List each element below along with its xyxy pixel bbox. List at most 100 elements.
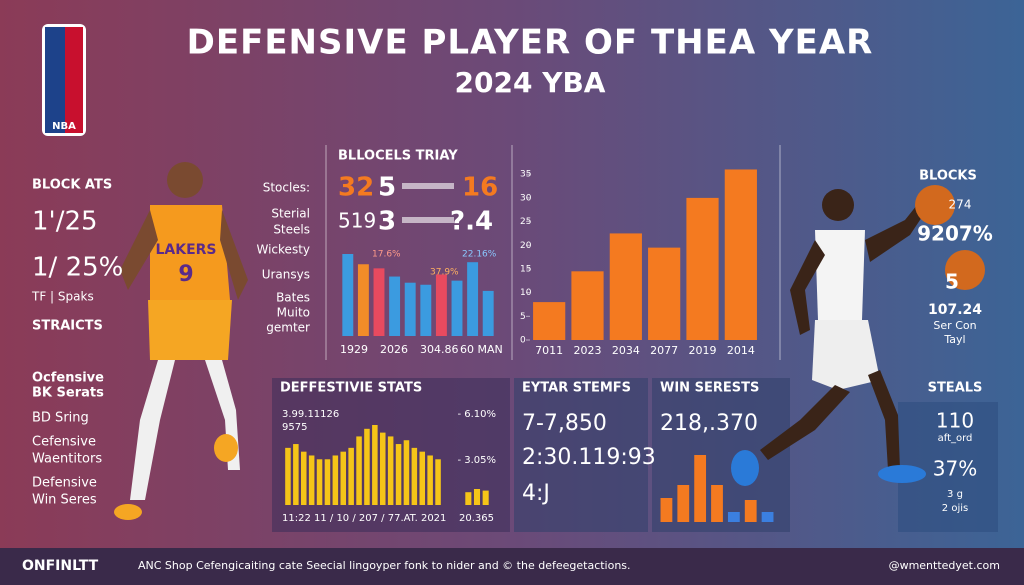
bar bbox=[357, 264, 369, 336]
left-label: Win Seres bbox=[32, 493, 97, 508]
right-label: aft_ord bbox=[938, 433, 973, 444]
x-label: 20.365 bbox=[459, 513, 494, 524]
y-tick-label: 30 bbox=[520, 193, 532, 203]
left-label: STRAICTS bbox=[32, 319, 103, 334]
bar bbox=[744, 500, 757, 522]
row-label: gemter bbox=[266, 321, 310, 335]
bar bbox=[761, 512, 774, 522]
right-stat: 5 bbox=[945, 270, 959, 294]
x-tick-label: 2023 bbox=[574, 344, 602, 357]
right-stat: 110 bbox=[936, 409, 974, 433]
bar bbox=[420, 284, 432, 336]
x-label: 11:22 11 / 10 / 207 / 77.AT. 2021 bbox=[282, 513, 446, 524]
left-label: Defensive bbox=[32, 476, 97, 491]
bar bbox=[411, 447, 418, 505]
bar bbox=[482, 490, 489, 505]
left-label: Waentitors bbox=[32, 452, 102, 467]
y-tick-label: 0 bbox=[520, 336, 526, 346]
bar bbox=[389, 276, 401, 336]
bar bbox=[342, 254, 354, 336]
bar bbox=[404, 282, 416, 336]
panel bbox=[514, 378, 648, 532]
decor-bar bbox=[402, 183, 454, 189]
right-label: 2 ojis bbox=[942, 503, 968, 514]
y-tick-label: 10 bbox=[520, 288, 532, 298]
left-stat: 1'/25 bbox=[32, 207, 98, 237]
title: DEFENSIVE PLAYER OF THEA YEAR bbox=[187, 23, 874, 63]
right-label: STEALS bbox=[928, 381, 983, 396]
panel-title: DEFFESTIVIE STATS bbox=[280, 381, 422, 396]
bar bbox=[348, 447, 354, 505]
bar bbox=[340, 451, 347, 505]
bar bbox=[372, 425, 378, 505]
y-tick-label: 20 bbox=[520, 241, 532, 251]
bar bbox=[356, 436, 362, 505]
bar bbox=[293, 444, 299, 505]
note: 3.99.11126 bbox=[282, 409, 339, 420]
bar bbox=[379, 432, 386, 505]
bar bbox=[308, 455, 315, 505]
bar bbox=[727, 512, 740, 522]
left-label: Cefensive bbox=[32, 435, 96, 450]
stem-line: 4:J bbox=[522, 481, 550, 506]
stem-line: 2:30.119:93 bbox=[522, 445, 656, 470]
note: 9575 bbox=[282, 422, 307, 433]
tray-number: 3 bbox=[378, 207, 396, 237]
tray-number: 5 bbox=[378, 173, 396, 203]
left-label: BD Sring bbox=[32, 411, 89, 426]
footer-handle: @wmenttedyet.com bbox=[889, 559, 1000, 572]
footer-text: ANC Shop Cefengicaiting cate Seecial lin… bbox=[138, 559, 631, 572]
bar bbox=[403, 440, 410, 505]
tray-number: 32 bbox=[338, 173, 374, 203]
bar bbox=[332, 455, 339, 505]
bar bbox=[482, 290, 494, 336]
right-label: 3 g bbox=[947, 489, 963, 500]
svg-text:LAKERS: LAKERS bbox=[155, 242, 216, 258]
bar bbox=[571, 271, 604, 340]
bar bbox=[473, 489, 481, 505]
row-label: Sterial bbox=[271, 207, 310, 221]
tray-number: 16 bbox=[462, 173, 498, 203]
annotation: 37.9% bbox=[430, 268, 459, 278]
right-label: Tayl bbox=[943, 333, 965, 346]
right-stat: 37% bbox=[933, 457, 977, 481]
tray-number: 519 bbox=[338, 209, 376, 233]
bar bbox=[435, 274, 447, 336]
player-left: LAKERS 9 bbox=[114, 162, 248, 520]
x-tick-label: 2034 bbox=[612, 344, 640, 357]
y-tick-label: 35 bbox=[520, 170, 531, 180]
note: - 3.05% bbox=[457, 455, 496, 466]
subtitle: 2024 YBA bbox=[455, 66, 606, 99]
right-label: BLOCKS bbox=[919, 169, 977, 184]
footer-brand: ONFINLTT bbox=[22, 558, 99, 574]
row-label: Uransys bbox=[262, 268, 310, 282]
row-label: Bates bbox=[276, 291, 310, 305]
logo-red bbox=[65, 27, 83, 133]
bar bbox=[395, 444, 402, 505]
bar bbox=[648, 247, 681, 340]
logo-blue bbox=[45, 27, 65, 133]
tray-number: ?.4 bbox=[450, 207, 493, 237]
bar bbox=[285, 447, 291, 505]
bar bbox=[387, 436, 394, 505]
left-label: TF | Spaks bbox=[31, 290, 94, 304]
y-tick-label: 15 bbox=[520, 264, 531, 274]
right-label: Ser Con bbox=[933, 319, 976, 332]
win-number: 218,.370 bbox=[660, 411, 758, 436]
player-right bbox=[731, 185, 985, 486]
x-tick-label: 2014 bbox=[727, 344, 755, 357]
left-label: BLOCK ATS bbox=[32, 178, 112, 193]
logo-text: NBA bbox=[52, 121, 76, 132]
left-label: Ocfensive bbox=[32, 371, 104, 386]
right-stat: 9207% bbox=[917, 222, 993, 246]
row-label: Muito bbox=[277, 306, 310, 320]
svg-text:9: 9 bbox=[178, 262, 193, 287]
right-stat: 274 bbox=[949, 198, 972, 212]
decor-bar bbox=[402, 217, 454, 223]
row-label: Wickesty bbox=[257, 243, 311, 257]
bar bbox=[364, 428, 370, 505]
bar bbox=[300, 451, 307, 505]
x-tick-label: 2077 bbox=[650, 344, 678, 357]
bar bbox=[724, 169, 757, 340]
